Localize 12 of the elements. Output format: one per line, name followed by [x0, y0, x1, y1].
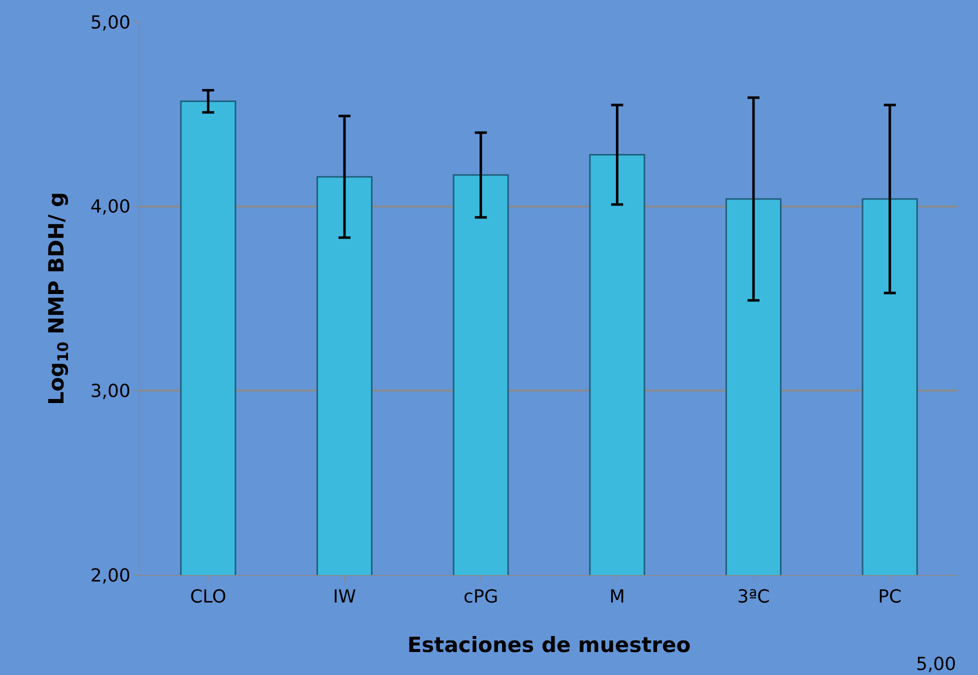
x-tick-label: cPG	[463, 586, 498, 608]
y-tick-label: 5,00	[90, 12, 130, 34]
y-tick-label: 3,00	[90, 380, 130, 402]
x-tick-label: CLO	[190, 586, 226, 608]
x-tick-label: M	[609, 586, 625, 608]
x-axis-title: Estaciones de muestreo	[407, 632, 691, 657]
x-tick-label: PC	[878, 586, 902, 608]
text: 5,00	[916, 654, 956, 675]
x-tick-label: IW	[332, 586, 356, 608]
y-tick-label: 2,00	[90, 565, 130, 586]
y-tick-label: 4,00	[90, 196, 130, 218]
x-tick-label: 3ªC	[737, 586, 770, 608]
